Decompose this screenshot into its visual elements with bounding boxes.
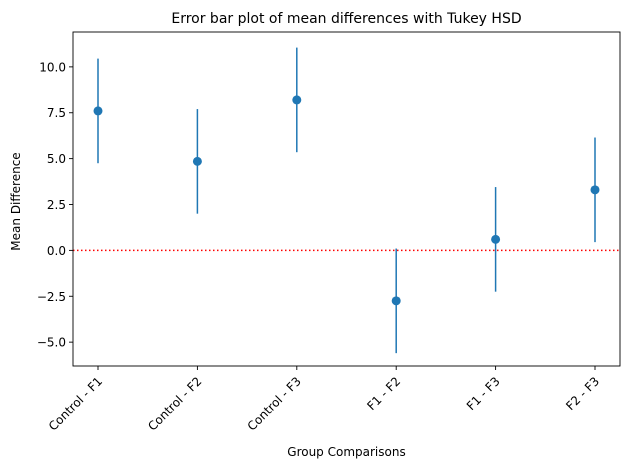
- chart-title: Error bar plot of mean differences with …: [171, 11, 521, 27]
- mean-point: [491, 234, 501, 244]
- mean-point: [590, 185, 600, 195]
- x-axis-label: Group Comparisons: [287, 445, 405, 459]
- mean-point: [391, 296, 401, 306]
- mean-point: [292, 95, 302, 105]
- y-axis-label: Mean Difference: [9, 152, 23, 250]
- y-tick-label: 2.5: [47, 198, 66, 212]
- y-tick-label: 10.0: [39, 60, 66, 74]
- y-tick-label: −5.0: [37, 336, 66, 350]
- y-tick-label: 0.0: [47, 244, 66, 258]
- y-tick-label: 7.5: [47, 106, 66, 120]
- mean-point: [93, 106, 103, 116]
- y-tick-label: −2.5: [37, 290, 66, 304]
- plot-frame: [72, 31, 621, 367]
- mean-point: [192, 156, 202, 166]
- y-tick-label: 5.0: [47, 152, 66, 166]
